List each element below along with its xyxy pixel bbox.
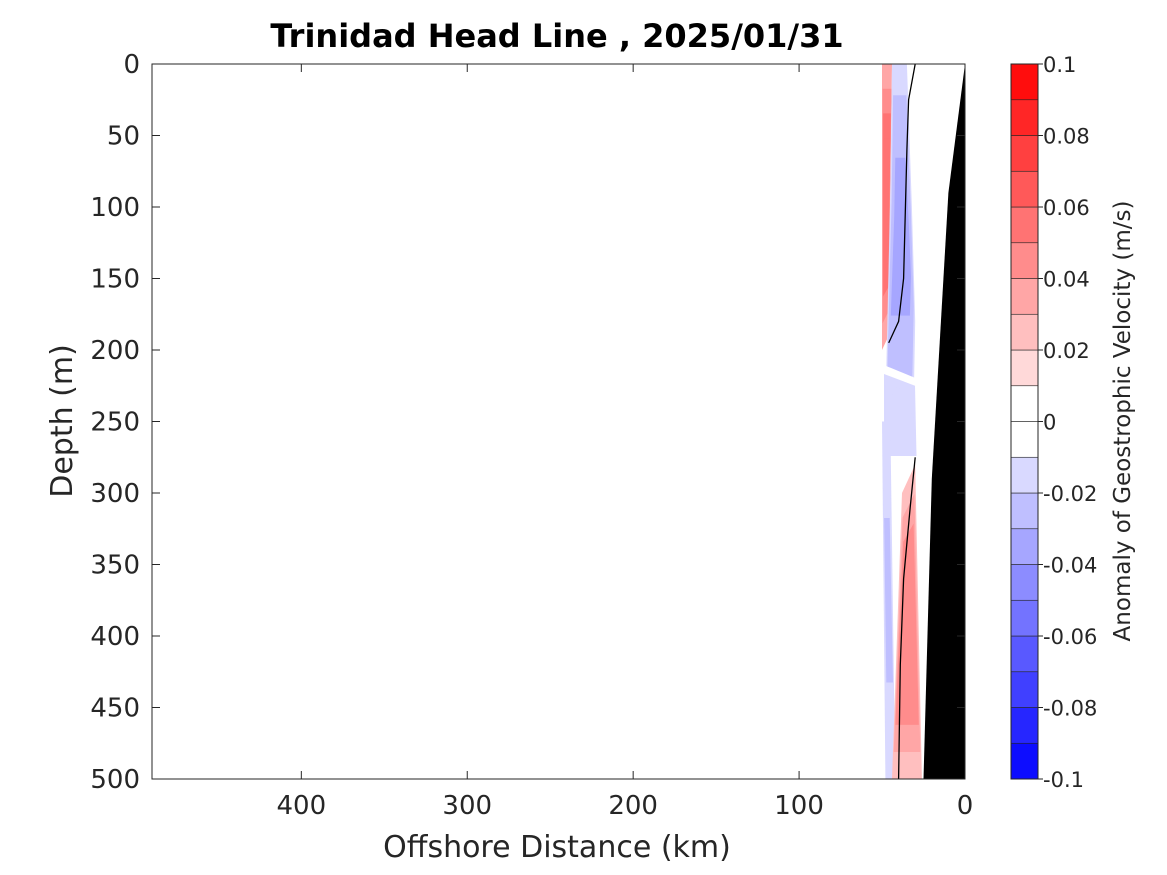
colorbar-swatch bbox=[1010, 349, 1039, 387]
colorbar-swatch bbox=[1010, 421, 1039, 458]
colorbar-tick-label: -0.04 bbox=[1043, 554, 1097, 578]
colorbar-swatch bbox=[1010, 635, 1039, 673]
x-tick-label: 0 bbox=[957, 791, 974, 821]
zero-contour-0 bbox=[888, 63, 916, 344]
colorbar-swatch bbox=[1010, 707, 1039, 744]
colorbar-swatch bbox=[1010, 671, 1039, 708]
colorbar-tick-label: 0.06 bbox=[1043, 196, 1090, 220]
colorbar-swatch bbox=[1010, 528, 1039, 565]
colorbar-label: Anomaly of Geostrophic Velocity (m/s) bbox=[1110, 201, 1136, 642]
y-tick-label: 350 bbox=[90, 551, 140, 581]
field-4-band-3 bbox=[897, 553, 918, 698]
colorbar-tick-label: -0.1 bbox=[1043, 768, 1084, 792]
colorbar-swatch bbox=[1010, 313, 1039, 351]
colorbar-swatch bbox=[1010, 63, 1039, 101]
zero-contour-1 bbox=[897, 457, 916, 780]
y-axis-label: Depth (m) bbox=[45, 344, 80, 498]
x-tick-label: 200 bbox=[608, 791, 658, 821]
y-tick-label: 250 bbox=[90, 408, 140, 438]
field-2-band-3 bbox=[887, 393, 913, 440]
chart-title: Trinidad Head Line , 2025/01/31 bbox=[270, 17, 843, 55]
colorbar-tick-label: 0.08 bbox=[1043, 125, 1090, 149]
colorbar-tick-label: -0.08 bbox=[1043, 697, 1097, 721]
y-tick-label: 200 bbox=[90, 336, 140, 366]
colorbar-tick-label: 0 bbox=[1043, 411, 1056, 435]
y-tick-label: 450 bbox=[90, 694, 140, 724]
colorbar: 0.1 0.08 0.06 0.04 0.02 0 -0.02 -0.04 -0.06 -0.08… bbox=[1010, 53, 1097, 792]
colorbar-swatch bbox=[1010, 278, 1039, 315]
colorbar-tick-label: -0.06 bbox=[1043, 625, 1097, 649]
colorbar-tick-label: 0.02 bbox=[1043, 339, 1090, 363]
y-tick-label: 100 bbox=[90, 193, 140, 223]
colorbar-tick-label: -0.02 bbox=[1043, 482, 1097, 506]
y-tick-label: 500 bbox=[90, 765, 140, 795]
colorbar-swatch bbox=[1010, 135, 1039, 172]
colorbar-swatch bbox=[1010, 492, 1039, 530]
colorbar-swatch bbox=[1010, 456, 1039, 494]
x-tick-label: 400 bbox=[277, 791, 327, 821]
field-3-band-3 bbox=[884, 518, 893, 683]
x-tick-label: 300 bbox=[442, 791, 492, 821]
y-tick-label: 300 bbox=[90, 479, 140, 509]
colorbar-swatch bbox=[1010, 242, 1039, 279]
y-tick-label: 0 bbox=[123, 50, 140, 80]
colorbar-swatch bbox=[1010, 742, 1039, 780]
colorbar-swatch bbox=[1010, 385, 1039, 422]
y-tick-label: 50 bbox=[107, 122, 140, 152]
colorbar-swatch bbox=[1010, 564, 1039, 601]
plot-area bbox=[151, 63, 966, 780]
colorbar-swatch bbox=[1010, 170, 1039, 208]
colorbar-swatch bbox=[1010, 99, 1039, 136]
colorbar-swatch bbox=[1010, 599, 1039, 637]
bathymetry-fill bbox=[923, 64, 965, 779]
y-tick-label: 400 bbox=[90, 622, 140, 652]
x-tick-label: 100 bbox=[774, 791, 824, 821]
plot-background bbox=[152, 64, 965, 779]
colorbar-swatch bbox=[1010, 206, 1039, 244]
x-axis: 400 300 200 100 0 bbox=[277, 64, 974, 821]
field-0-band-3 bbox=[883, 138, 891, 270]
colorbar-tick-label: 0.04 bbox=[1043, 268, 1090, 292]
y-tick-label: 150 bbox=[90, 265, 140, 295]
y-axis: 0 50 100 150 200 250 300 350 400 450 500 bbox=[90, 50, 965, 795]
colorbar-tick-label: 0.1 bbox=[1043, 53, 1076, 77]
x-axis-label: Offshore Distance (km) bbox=[383, 830, 731, 865]
